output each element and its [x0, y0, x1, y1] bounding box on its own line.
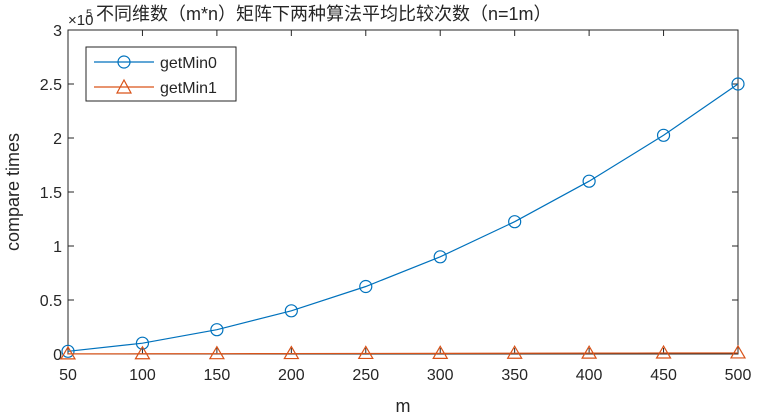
- x-tick-label: 450: [650, 367, 677, 384]
- point-getmin0: [61, 344, 75, 358]
- point-getmin0: [210, 323, 224, 337]
- y-tick-label: 1.5: [40, 185, 62, 202]
- x-tick-label: 100: [129, 367, 156, 384]
- x-tick-label: 50: [59, 367, 77, 384]
- point-getmin1: [432, 345, 449, 359]
- point-getmin0: [359, 279, 373, 294]
- series-line-getmin1: [67, 352, 739, 355]
- y-tick-label: 0: [53, 347, 62, 364]
- y-axis: 0 0.5 1 1.5 2 2.5 3: [40, 23, 738, 364]
- point-getmin0: [433, 250, 447, 264]
- point-getmin1: [506, 345, 523, 359]
- series-layer: [59, 77, 747, 360]
- x-axis-label: m: [396, 396, 411, 416]
- y-tick-label: 1: [53, 239, 62, 256]
- y-tick-label: 0.5: [40, 293, 62, 310]
- y-axis-label: compare times: [3, 133, 23, 251]
- y-tick-label: 2: [53, 131, 62, 148]
- point-getmin0: [582, 174, 596, 188]
- series-line-getmin0: [67, 83, 739, 352]
- point-getmin0: [284, 304, 298, 318]
- legend-label-getmin0: getMin0: [160, 55, 217, 72]
- point-getmin1: [357, 345, 374, 360]
- x-tick-label: 300: [427, 367, 454, 384]
- legend-label-getmin1: getMin1: [160, 80, 217, 97]
- chart-title: 不同维数（m*n）矩阵下两种算法平均比较次数（n=1m）: [96, 4, 552, 24]
- point-getmin1: [134, 345, 151, 360]
- x-axis: 50 100 150 200 250 300 350 400 450 500: [59, 30, 751, 384]
- x-tick-label: 500: [725, 367, 752, 384]
- legend-marker-getmin1: [115, 78, 133, 94]
- legend: getMin0 getMin1: [85, 46, 237, 102]
- legend-box: [85, 46, 237, 102]
- point-getmin1: [655, 344, 672, 359]
- legend-marker-getmin0: [117, 55, 131, 69]
- point-getmin0: [135, 336, 150, 350]
- point-getmin1: [208, 345, 225, 360]
- x-tick-label: 400: [576, 367, 603, 384]
- x-tick-label: 350: [501, 367, 528, 384]
- y-tick-label: 2.5: [40, 77, 62, 94]
- x-tick-label: 250: [352, 367, 379, 384]
- point-getmin1: [59, 345, 77, 360]
- point-getmin0: [656, 128, 671, 142]
- point-getmin1: [283, 345, 300, 360]
- y-exponent-base: ×10: [68, 12, 93, 29]
- point-getmin0: [731, 77, 745, 91]
- point-getmin0: [508, 215, 522, 229]
- x-tick-label: 150: [204, 367, 231, 384]
- point-getmin1: [729, 344, 747, 359]
- y-tick-label: 3: [53, 23, 62, 40]
- y-exponent-power: 5: [86, 8, 92, 20]
- point-getmin1: [581, 344, 598, 359]
- x-tick-label: 200: [278, 367, 305, 384]
